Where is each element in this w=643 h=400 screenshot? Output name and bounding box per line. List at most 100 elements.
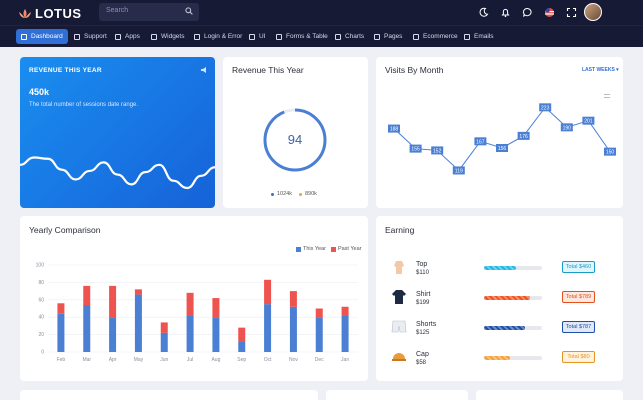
bar-segment xyxy=(341,315,349,352)
legend-label: This Year xyxy=(303,246,326,252)
visits-point xyxy=(539,103,552,112)
menu-item-apps[interactable]: Apps xyxy=(110,29,145,44)
apps-icon xyxy=(115,33,121,40)
chevron-down-icon: ▾ xyxy=(616,67,619,73)
user-avatar[interactable] xyxy=(584,3,602,21)
visits-data-label: 176 xyxy=(519,134,528,140)
visits-line-chart: 188 155 152 119 167 156 176 223 190 201 150 xyxy=(388,103,616,175)
earning-total-badge: Total $789 xyxy=(562,291,595,303)
app-logo[interactable]: LOTUS xyxy=(18,6,82,21)
pages-icon xyxy=(374,33,380,40)
visits-data-label: 155 xyxy=(411,147,420,153)
cart-icon xyxy=(413,33,419,40)
bar-segment xyxy=(264,279,272,305)
app-name: LOTUS xyxy=(35,6,82,21)
yearly-legend: This Year Past Year xyxy=(296,246,361,252)
y-tick-label: 0 xyxy=(41,350,44,356)
bar-segment xyxy=(83,305,91,352)
visits-point xyxy=(474,137,487,146)
visits-data-label: 223 xyxy=(541,105,550,111)
visits-point xyxy=(388,124,400,133)
bar-segment xyxy=(315,308,323,318)
bar-segment xyxy=(109,285,117,318)
menu-item-emails[interactable]: Emails xyxy=(459,29,499,44)
earning-progress-fill xyxy=(484,296,531,300)
earning-item-price: $199 xyxy=(416,300,430,306)
menu-item-widgets[interactable]: Widgets xyxy=(146,29,189,44)
bar-segment xyxy=(134,289,142,295)
us-flag-icon[interactable] xyxy=(544,7,555,18)
legend-dot xyxy=(271,192,274,196)
revenue-card: REVENUE THIS YEAR 450k The total number … xyxy=(20,57,215,208)
table-icon xyxy=(276,33,282,40)
earning-item-name: Shorts xyxy=(416,321,437,328)
widgets-icon xyxy=(151,33,157,40)
lotus-icon xyxy=(19,9,31,18)
bottom-card-2 xyxy=(326,390,468,400)
visits-period-dropdown[interactable]: LAST WEEKS ▾ xyxy=(582,67,619,73)
menu-label: Pages xyxy=(384,33,403,40)
donut-progress-arc xyxy=(263,108,327,172)
earning-item-name: Shirt xyxy=(416,291,431,298)
visits-data-label: 152 xyxy=(433,148,442,154)
x-tick-label: Aug xyxy=(211,357,220,363)
x-tick-label: Feb xyxy=(57,357,66,363)
menu-item-forms-table[interactable]: Forms & Table xyxy=(271,29,333,44)
visits-point xyxy=(409,144,422,153)
mail-icon xyxy=(464,33,470,40)
dark-mode-icon[interactable] xyxy=(478,7,489,18)
chat-icon[interactable] xyxy=(522,7,533,18)
menu-label: Ecommerce xyxy=(423,33,458,40)
bar-segment xyxy=(264,304,272,352)
earning-progress-fill xyxy=(484,266,516,270)
earning-item-price: $58 xyxy=(416,360,427,366)
visits-point xyxy=(582,116,595,125)
y-tick-label: 40 xyxy=(38,315,44,321)
menu-item-login-error[interactable]: Login & Error xyxy=(189,29,247,44)
menu-item-support[interactable]: Support xyxy=(69,29,112,44)
earning-total-badge: Total $460 xyxy=(562,261,595,273)
x-tick-label: Jul xyxy=(187,357,193,363)
bell-icon[interactable] xyxy=(500,7,511,18)
earning-total-badge: Total $80 xyxy=(562,351,595,363)
top-navbar: LOTUS Search xyxy=(0,0,643,25)
shorts-icon xyxy=(390,318,408,336)
fullscreen-icon[interactable] xyxy=(566,7,577,18)
bar-segment xyxy=(57,303,65,314)
cap-icon xyxy=(390,348,408,366)
search-icon[interactable] xyxy=(185,7,193,15)
menu-item-ecommerce[interactable]: Ecommerce xyxy=(408,29,463,44)
bar-segment xyxy=(109,317,117,352)
menu-label: Dashboard xyxy=(31,33,63,40)
revenue-card-value: 450k xyxy=(29,87,50,97)
bar-segment xyxy=(57,313,65,352)
earning-item: Shirt $199 Total $789 xyxy=(376,288,622,316)
earning-progress xyxy=(484,296,542,300)
visits-point xyxy=(431,146,444,155)
menu-icon[interactable] xyxy=(604,94,610,98)
legend-dot xyxy=(299,192,302,196)
megaphone-icon xyxy=(201,67,206,73)
shirt-icon xyxy=(390,288,408,306)
dashboard-icon xyxy=(21,33,27,40)
earning-item: Top $110 Total $460 xyxy=(376,258,622,286)
menu-label: UI xyxy=(259,33,266,40)
visits-line xyxy=(393,106,611,172)
earning-total-badge: Total $787 xyxy=(562,321,595,333)
menu-item-pages[interactable]: Pages xyxy=(369,29,407,44)
yearly-bar-chart: 0 20 40 60 80 100 Feb Mar Apr May Jun Jul Aug Sep Oct N… xyxy=(36,263,358,363)
menu-item-dashboard[interactable]: Dashboard xyxy=(16,29,68,44)
visits-point xyxy=(517,131,530,140)
ui-icon xyxy=(249,33,255,40)
y-tick-label: 80 xyxy=(38,280,44,286)
menu-item-charts[interactable]: Charts xyxy=(330,29,369,44)
visits-title: Visits By Month xyxy=(385,65,444,75)
search-input[interactable]: Search xyxy=(99,3,199,21)
bottom-card-1 xyxy=(20,390,318,400)
chart-icon xyxy=(335,33,341,40)
x-tick-label: Nov xyxy=(289,357,298,363)
menu-item-ui[interactable]: UI xyxy=(244,29,271,44)
menu-label: Charts xyxy=(345,33,365,40)
revenue-donut-card: Revenue This Year 94 1024k 890k xyxy=(223,57,368,208)
dropdown-label: LAST WEEKS xyxy=(582,67,615,73)
